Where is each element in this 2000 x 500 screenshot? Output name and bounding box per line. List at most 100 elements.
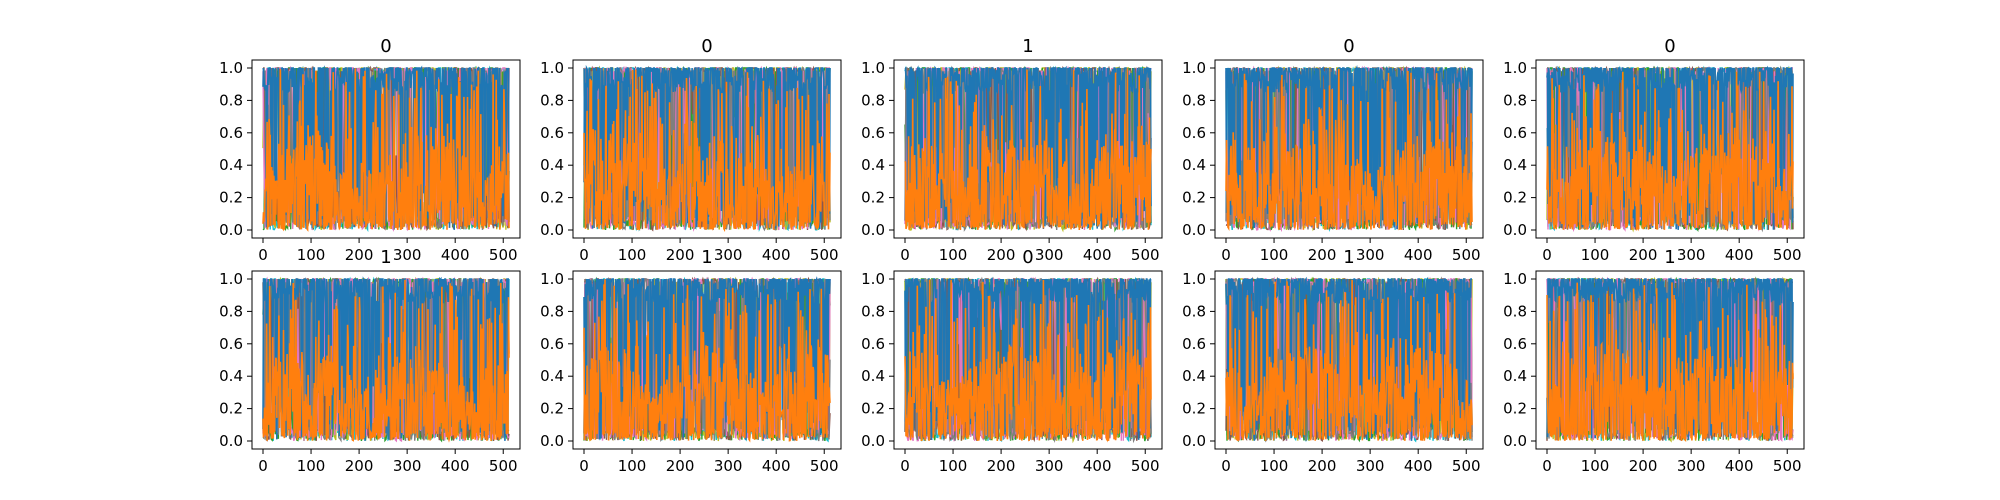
axes-frame [251, 270, 521, 450]
axes-frame [893, 270, 1163, 450]
y-tick-label: 0.2 [1503, 189, 1527, 207]
x-tick-label: 500 [1773, 246, 1802, 264]
axes-frame [1214, 270, 1484, 450]
subplot-title: 1 [380, 247, 391, 268]
series-line [1225, 276, 1473, 443]
x-tick-label: 400 [762, 457, 791, 475]
x-tick-label: 400 [1083, 457, 1112, 475]
x-tick-label: 500 [1452, 246, 1481, 264]
x-tick-label: 100 [297, 457, 326, 475]
y-tick-label: 0.4 [1503, 156, 1527, 174]
subplot-10: 0.0 0.2 0.4 0.6 0.8 1.0 0 100 200 300 400 500 1 [1503, 247, 1805, 475]
x-tick-label: 100 [297, 246, 326, 264]
series-line-orange [583, 279, 831, 443]
x-tick-label: 200 [1629, 457, 1658, 475]
series-line-orange [262, 279, 510, 443]
y-tick-label: 0.2 [861, 189, 885, 207]
x-tick-label: 200 [987, 246, 1016, 264]
y-tick-label: 0.6 [1182, 124, 1206, 142]
y-tick-label: 0.6 [861, 335, 885, 353]
x-tick-label: 100 [1260, 246, 1289, 264]
x-tick-label: 400 [1725, 457, 1754, 475]
x-tick-label: 400 [762, 246, 791, 264]
x-tick-label: 400 [1404, 457, 1433, 475]
series-line [262, 276, 510, 443]
axes-frame [893, 59, 1163, 239]
series-line-blue [1225, 276, 1472, 441]
x-tick-label: 0 [1542, 457, 1552, 475]
x-tick-label: 0 [258, 457, 268, 475]
y-tick-label: 0.6 [1503, 124, 1527, 142]
plot-area [1225, 276, 1473, 443]
series-line-orange [1225, 279, 1473, 442]
y-tick-label: 0.0 [861, 221, 885, 239]
x-tick-label: 100 [1260, 457, 1289, 475]
axes-frame [1214, 59, 1484, 239]
plot-area [904, 65, 1152, 233]
plot-area [1546, 276, 1794, 443]
y-tick-label: 0.4 [540, 156, 564, 174]
y-tick-label: 0.8 [219, 91, 243, 109]
y-tick-label: 0.6 [540, 124, 564, 142]
y-tick-label: 0.2 [540, 189, 564, 207]
y-tick-label: 0.0 [1503, 221, 1527, 239]
x-tick-label: 300 [1677, 457, 1706, 475]
x-tick-label: 500 [1452, 457, 1481, 475]
y-tick-label: 0.4 [219, 156, 243, 174]
x-tick-label: 0 [258, 246, 268, 264]
y-tick-label: 1.0 [1182, 59, 1206, 77]
y-tick-label: 0.8 [861, 91, 885, 109]
series-line-orange [904, 279, 1152, 443]
x-tick-label: 0 [579, 246, 589, 264]
y-tick-label: 0.8 [540, 91, 564, 109]
x-tick-label: 0 [900, 457, 910, 475]
x-tick-label: 200 [345, 457, 374, 475]
subplot-title: 0 [701, 36, 712, 57]
plot-area [262, 276, 510, 443]
y-tick-label: 1.0 [219, 59, 243, 77]
y-tick-label: 0.2 [219, 400, 243, 418]
series-line-blue [904, 65, 1152, 229]
x-tick-label: 300 [393, 246, 422, 264]
y-tick-label: 1.0 [1182, 270, 1206, 288]
y-tick-label: 0.4 [861, 156, 885, 174]
y-tick-label: 0.2 [540, 400, 564, 418]
y-tick-label: 1.0 [861, 270, 885, 288]
x-tick-label: 300 [1035, 457, 1064, 475]
x-tick-label: 100 [618, 457, 647, 475]
y-tick-label: 1.0 [540, 59, 564, 77]
y-tick-label: 0.0 [1182, 221, 1206, 239]
x-tick-label: 0 [900, 246, 910, 264]
y-tick-label: 0.6 [219, 124, 243, 142]
series-line-blue [262, 276, 510, 441]
series-line-blue [1225, 65, 1473, 230]
x-tick-label: 400 [441, 457, 470, 475]
y-tick-label: 0.8 [861, 302, 885, 320]
y-tick-label: 0.2 [219, 189, 243, 207]
y-tick-label: 0.0 [1182, 432, 1206, 450]
series-line-orange [1225, 68, 1473, 232]
x-tick-label: 300 [1677, 246, 1706, 264]
subplot-8: 0.0 0.2 0.4 0.6 0.8 1.0 0 100 200 300 400 500 0 [861, 247, 1163, 475]
x-tick-label: 200 [1308, 457, 1337, 475]
y-tick-label: 0.8 [540, 302, 564, 320]
x-tick-label: 100 [939, 457, 968, 475]
series-line-orange [1546, 71, 1794, 232]
axes-frame [572, 270, 842, 450]
y-tick-label: 0.4 [1182, 367, 1206, 385]
x-tick-label: 500 [1773, 457, 1802, 475]
y-tick-label: 0.6 [219, 335, 243, 353]
y-tick-label: 0.4 [861, 367, 885, 385]
x-tick-label: 200 [1308, 246, 1337, 264]
subplot-1: 0.0 0.2 0.4 0.6 0.8 1.0 0 100 200 300 400 500 0 [219, 36, 521, 264]
y-tick-label: 0.6 [540, 335, 564, 353]
y-tick-label: 0.0 [1503, 432, 1527, 450]
y-tick-label: 1.0 [219, 270, 243, 288]
y-tick-label: 0.0 [540, 221, 564, 239]
x-tick-label: 400 [1404, 246, 1433, 264]
y-tick-label: 0.0 [219, 221, 243, 239]
y-tick-label: 0.4 [219, 367, 243, 385]
x-tick-label: 200 [666, 246, 695, 264]
subplot-title: 1 [1022, 36, 1033, 57]
